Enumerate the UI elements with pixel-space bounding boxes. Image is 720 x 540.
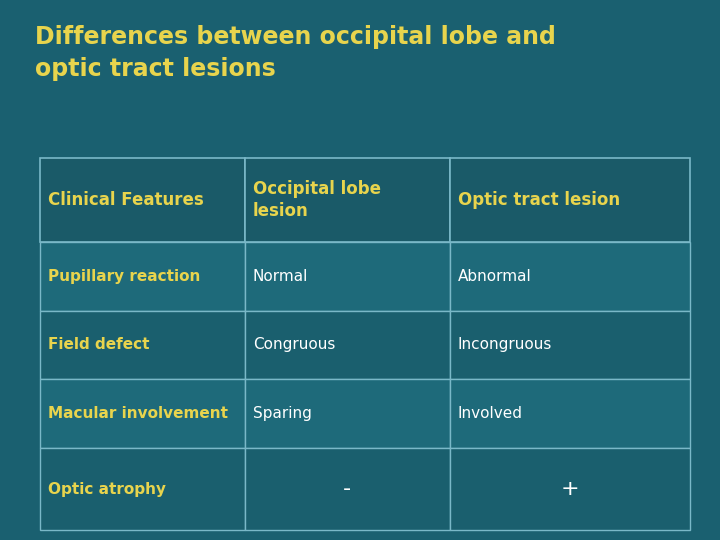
Bar — [40, 242, 245, 310]
Bar — [449, 158, 690, 242]
Bar — [449, 242, 690, 310]
Text: -: - — [343, 479, 351, 499]
Bar — [449, 379, 690, 448]
Bar — [245, 242, 449, 310]
Bar — [40, 310, 245, 379]
Bar — [40, 379, 245, 448]
Text: Involved: Involved — [457, 406, 523, 421]
Bar — [245, 158, 449, 242]
Text: Macular involvement: Macular involvement — [48, 406, 228, 421]
Text: Optic atrophy: Optic atrophy — [48, 482, 166, 497]
Text: Occipital lobe
lesion: Occipital lobe lesion — [253, 180, 381, 220]
Text: +: + — [560, 479, 579, 499]
Text: Congruous: Congruous — [253, 338, 335, 353]
Bar — [40, 448, 245, 530]
Text: Normal: Normal — [253, 268, 308, 284]
Text: Clinical Features: Clinical Features — [48, 191, 204, 209]
Text: Sparing: Sparing — [253, 406, 312, 421]
Bar — [245, 448, 449, 530]
Text: Differences between occipital lobe and
optic tract lesions: Differences between occipital lobe and o… — [35, 25, 556, 80]
Text: Pupillary reaction: Pupillary reaction — [48, 268, 200, 284]
Text: Abnormal: Abnormal — [457, 268, 531, 284]
Bar — [449, 310, 690, 379]
Text: Incongruous: Incongruous — [457, 338, 552, 353]
Text: Field defect: Field defect — [48, 338, 150, 353]
Bar — [245, 310, 449, 379]
Bar — [449, 448, 690, 530]
Bar — [40, 158, 245, 242]
Text: Optic tract lesion: Optic tract lesion — [457, 191, 620, 209]
Bar — [245, 379, 449, 448]
